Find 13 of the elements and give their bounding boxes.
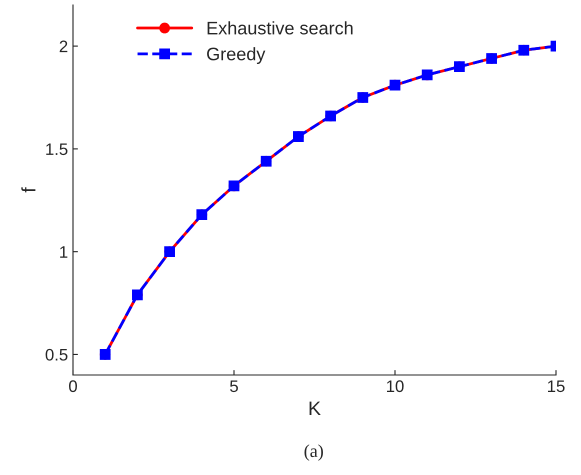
x-tick-label: 10 xyxy=(387,380,404,392)
x-axis-title: K xyxy=(310,402,321,416)
y-axis-title: f xyxy=(21,187,36,192)
text: (a) xyxy=(304,444,323,461)
y-tick-label: 2 xyxy=(60,40,68,52)
x-tick-label: 5 xyxy=(230,380,238,392)
x-tick-label: 0 xyxy=(69,380,77,392)
y-tick-label: 1 xyxy=(60,246,68,258)
x-tick-label: 15 xyxy=(548,380,565,392)
legend-label: Greedy xyxy=(207,47,266,64)
y-tick-label: 0.5 xyxy=(46,348,68,361)
y-tick-label: 1.5 xyxy=(46,143,68,156)
legend-label: Exhaustive search xyxy=(208,21,353,35)
